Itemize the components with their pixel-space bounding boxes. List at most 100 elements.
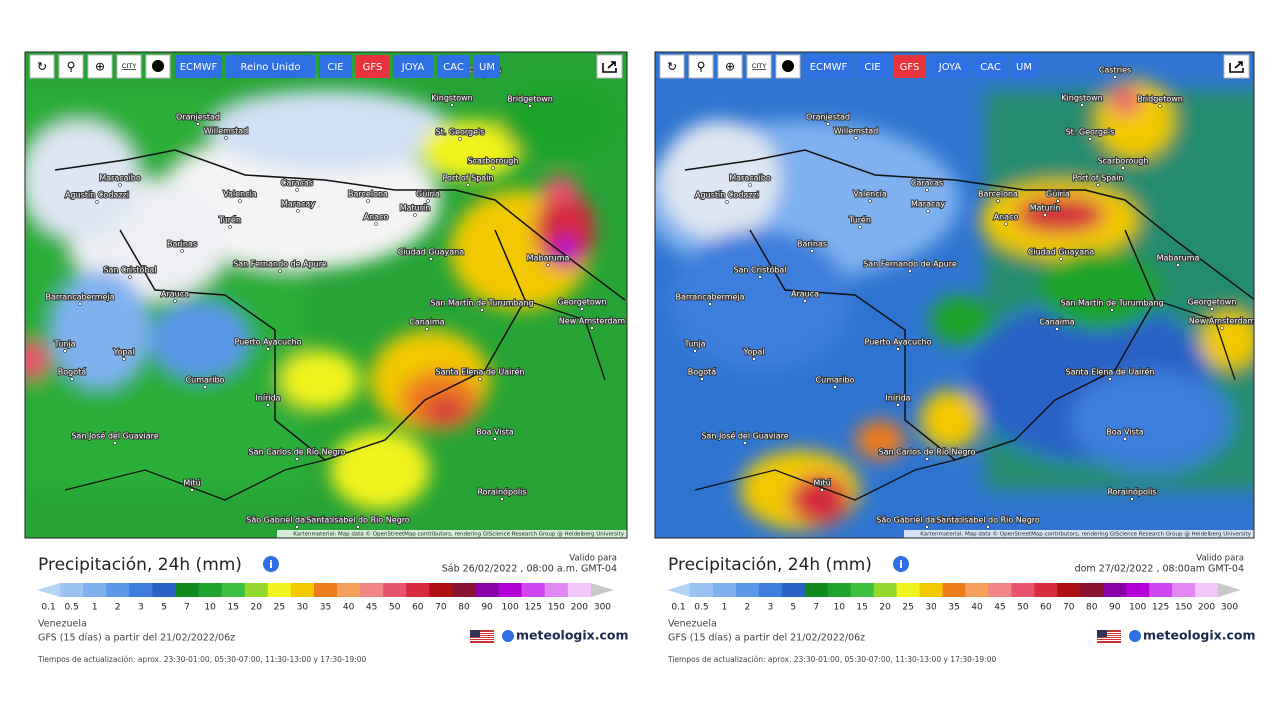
city-dot [180,249,184,253]
model-button[interactable] [930,55,970,78]
legend-swatch [1172,583,1196,597]
valid-time: dom 27/02/2022 , 08:00am GMT-04 [1075,564,1244,575]
city-dot [500,497,504,501]
weather-panel: CastriesKingstownBridgetownOranjestadWil… [24,51,628,664]
city-label: St. George's [1066,128,1115,137]
city-dot [803,299,807,303]
city-dot [190,488,194,492]
model-button[interactable] [805,55,852,78]
legend-label: 1 [722,603,728,613]
tool-button[interactable] [58,54,84,79]
legend-label: 50 [1017,603,1029,613]
city-label: Oranjestad [176,113,220,122]
tool-button[interactable] [29,54,55,79]
tool-icon: ⊕ [725,60,735,74]
city-dot [1096,183,1100,187]
city-dot [128,275,132,279]
city-label: Barcelona [978,190,1018,199]
legend-swatch [129,583,153,597]
city-dot [925,188,929,192]
legend-label: 15 [227,603,238,613]
city-label: San José del Guaviare [701,431,788,441]
legend-label: 90 [1109,603,1121,613]
legend-swatch [475,583,500,597]
city-label: Barinas [167,240,197,249]
attribution-bg [904,530,1254,538]
precip-area [425,398,465,422]
city-dot [748,183,752,187]
tool-button[interactable] [717,54,743,79]
city-label: Anaco [364,213,389,222]
model-button[interactable] [474,55,500,78]
city-label: Cumaribo [816,376,855,385]
city-dot [833,385,837,389]
model-button[interactable] [226,55,315,78]
city-dot [986,525,990,529]
city-label: Tunja [684,340,706,349]
tool-button[interactable] [688,54,714,79]
city-dot [493,437,497,441]
legend-swatch [712,583,737,597]
city-label: Güiria [1046,190,1070,199]
model-button[interactable] [974,55,1007,78]
legend-label: 30 [297,603,309,613]
city-label: Port of Spain [442,174,493,183]
logo[interactable]: meteologix.com [1143,628,1255,643]
city-dot [1088,137,1092,141]
model-button[interactable] [393,55,433,78]
legend-label: 10 [204,603,216,613]
city-dot [356,525,360,529]
city-label: Rorainópolis [1107,487,1156,497]
city-label: Bogotá [58,368,86,377]
info-icon[interactable] [263,556,279,572]
legend-swatch [988,583,1012,597]
model-button[interactable] [356,55,389,78]
model-button[interactable] [856,55,889,78]
city-dot [491,166,495,170]
tool-button[interactable] [87,54,113,79]
flag-stripe [470,640,494,641]
city-button[interactable] [116,54,142,79]
model-button[interactable] [437,55,470,78]
city-label: New Amsterdam [559,317,626,326]
legend-swatch [60,583,84,597]
legend-swatch [1218,583,1241,597]
info-icon[interactable] [893,556,909,572]
coastline [684,149,1254,301]
legend-label: 100 [502,603,519,613]
city-dot [295,188,299,192]
legend-swatch [1080,583,1104,597]
legend-swatch [360,583,384,597]
tool-button[interactable] [659,54,685,79]
precip-field [655,80,1254,530]
precip-area [542,176,578,204]
legend-swatch [267,583,292,597]
city-dot [996,199,1000,203]
city-label: Santa Isabel do Rio Negro [306,516,410,525]
city-label: Arauca [791,290,819,299]
tool-icon: ⚲ [697,60,706,74]
model-button[interactable] [893,55,926,78]
city-label: Cumaribo [186,376,225,385]
legend-label: 2 [115,603,121,613]
share-icon [602,61,617,73]
valid-label: Valido para [569,554,617,564]
city-dot [70,377,74,381]
model-button[interactable] [319,55,352,78]
model-button[interactable] [1011,55,1037,78]
legend-swatch [827,583,852,597]
precip-area [25,340,50,380]
city-label: Maracaibo [729,174,771,183]
city-label: Barrancabermeja [675,293,744,302]
precip-area [500,80,620,160]
city-label: Kingstown [431,94,472,103]
legend-label: 20 [879,603,891,613]
logo[interactable]: meteologix.com [516,628,628,643]
model-button[interactable] [175,55,222,78]
city-dot [224,136,228,140]
city-dot [1004,222,1008,226]
city-label: Valencia [853,190,887,199]
legend-label: 25 [274,603,285,613]
city-button[interactable] [746,54,772,79]
